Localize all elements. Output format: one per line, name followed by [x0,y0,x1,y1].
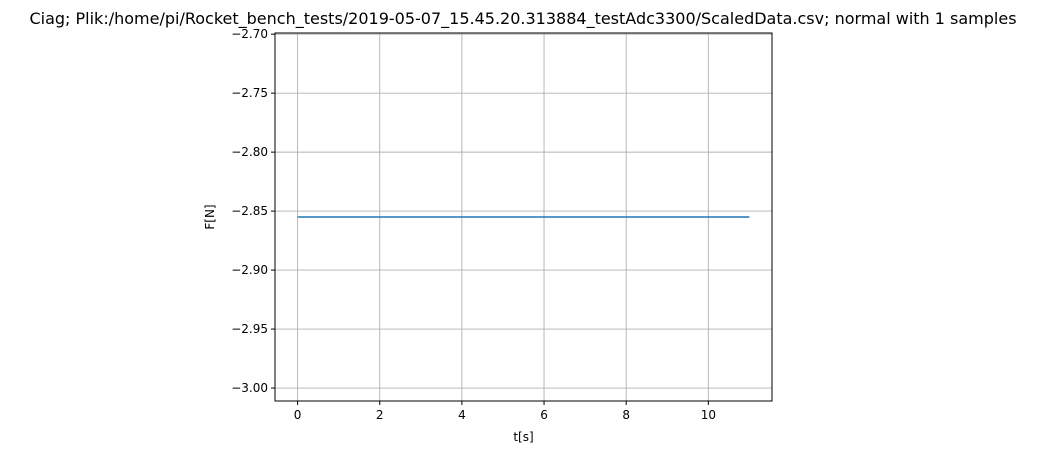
x-axis-ticks: 0 2 4 6 8 10 [294,401,716,422]
x-tick-label: 10 [701,408,716,422]
y-axis-label: F[N] [203,204,217,229]
y-tick-label: −2.90 [231,263,268,277]
y-tick-label: −2.70 [231,27,268,41]
x-tick-label: 8 [622,408,630,422]
x-tick-label: 4 [458,408,466,422]
y-tick-label: −3.00 [231,381,268,395]
y-tick-label: −2.85 [231,204,268,218]
chart-title: Ciag; Plik:/home/pi/Rocket_bench_tests/2… [29,9,1016,29]
y-axis-ticks: −2.70 −2.75 −2.80 −2.85 −2.90 −2.95 −3.00 [231,27,275,395]
y-tick-label: −2.95 [231,322,268,336]
plot-area-frame [274,32,773,402]
x-tick-label: 0 [294,408,302,422]
x-axis-label: t[s] [513,430,533,444]
x-tick-label: 6 [540,408,548,422]
y-tick-label: −2.75 [231,86,268,100]
y-tick-label: −2.80 [231,145,268,159]
x-tick-label: 2 [376,408,384,422]
